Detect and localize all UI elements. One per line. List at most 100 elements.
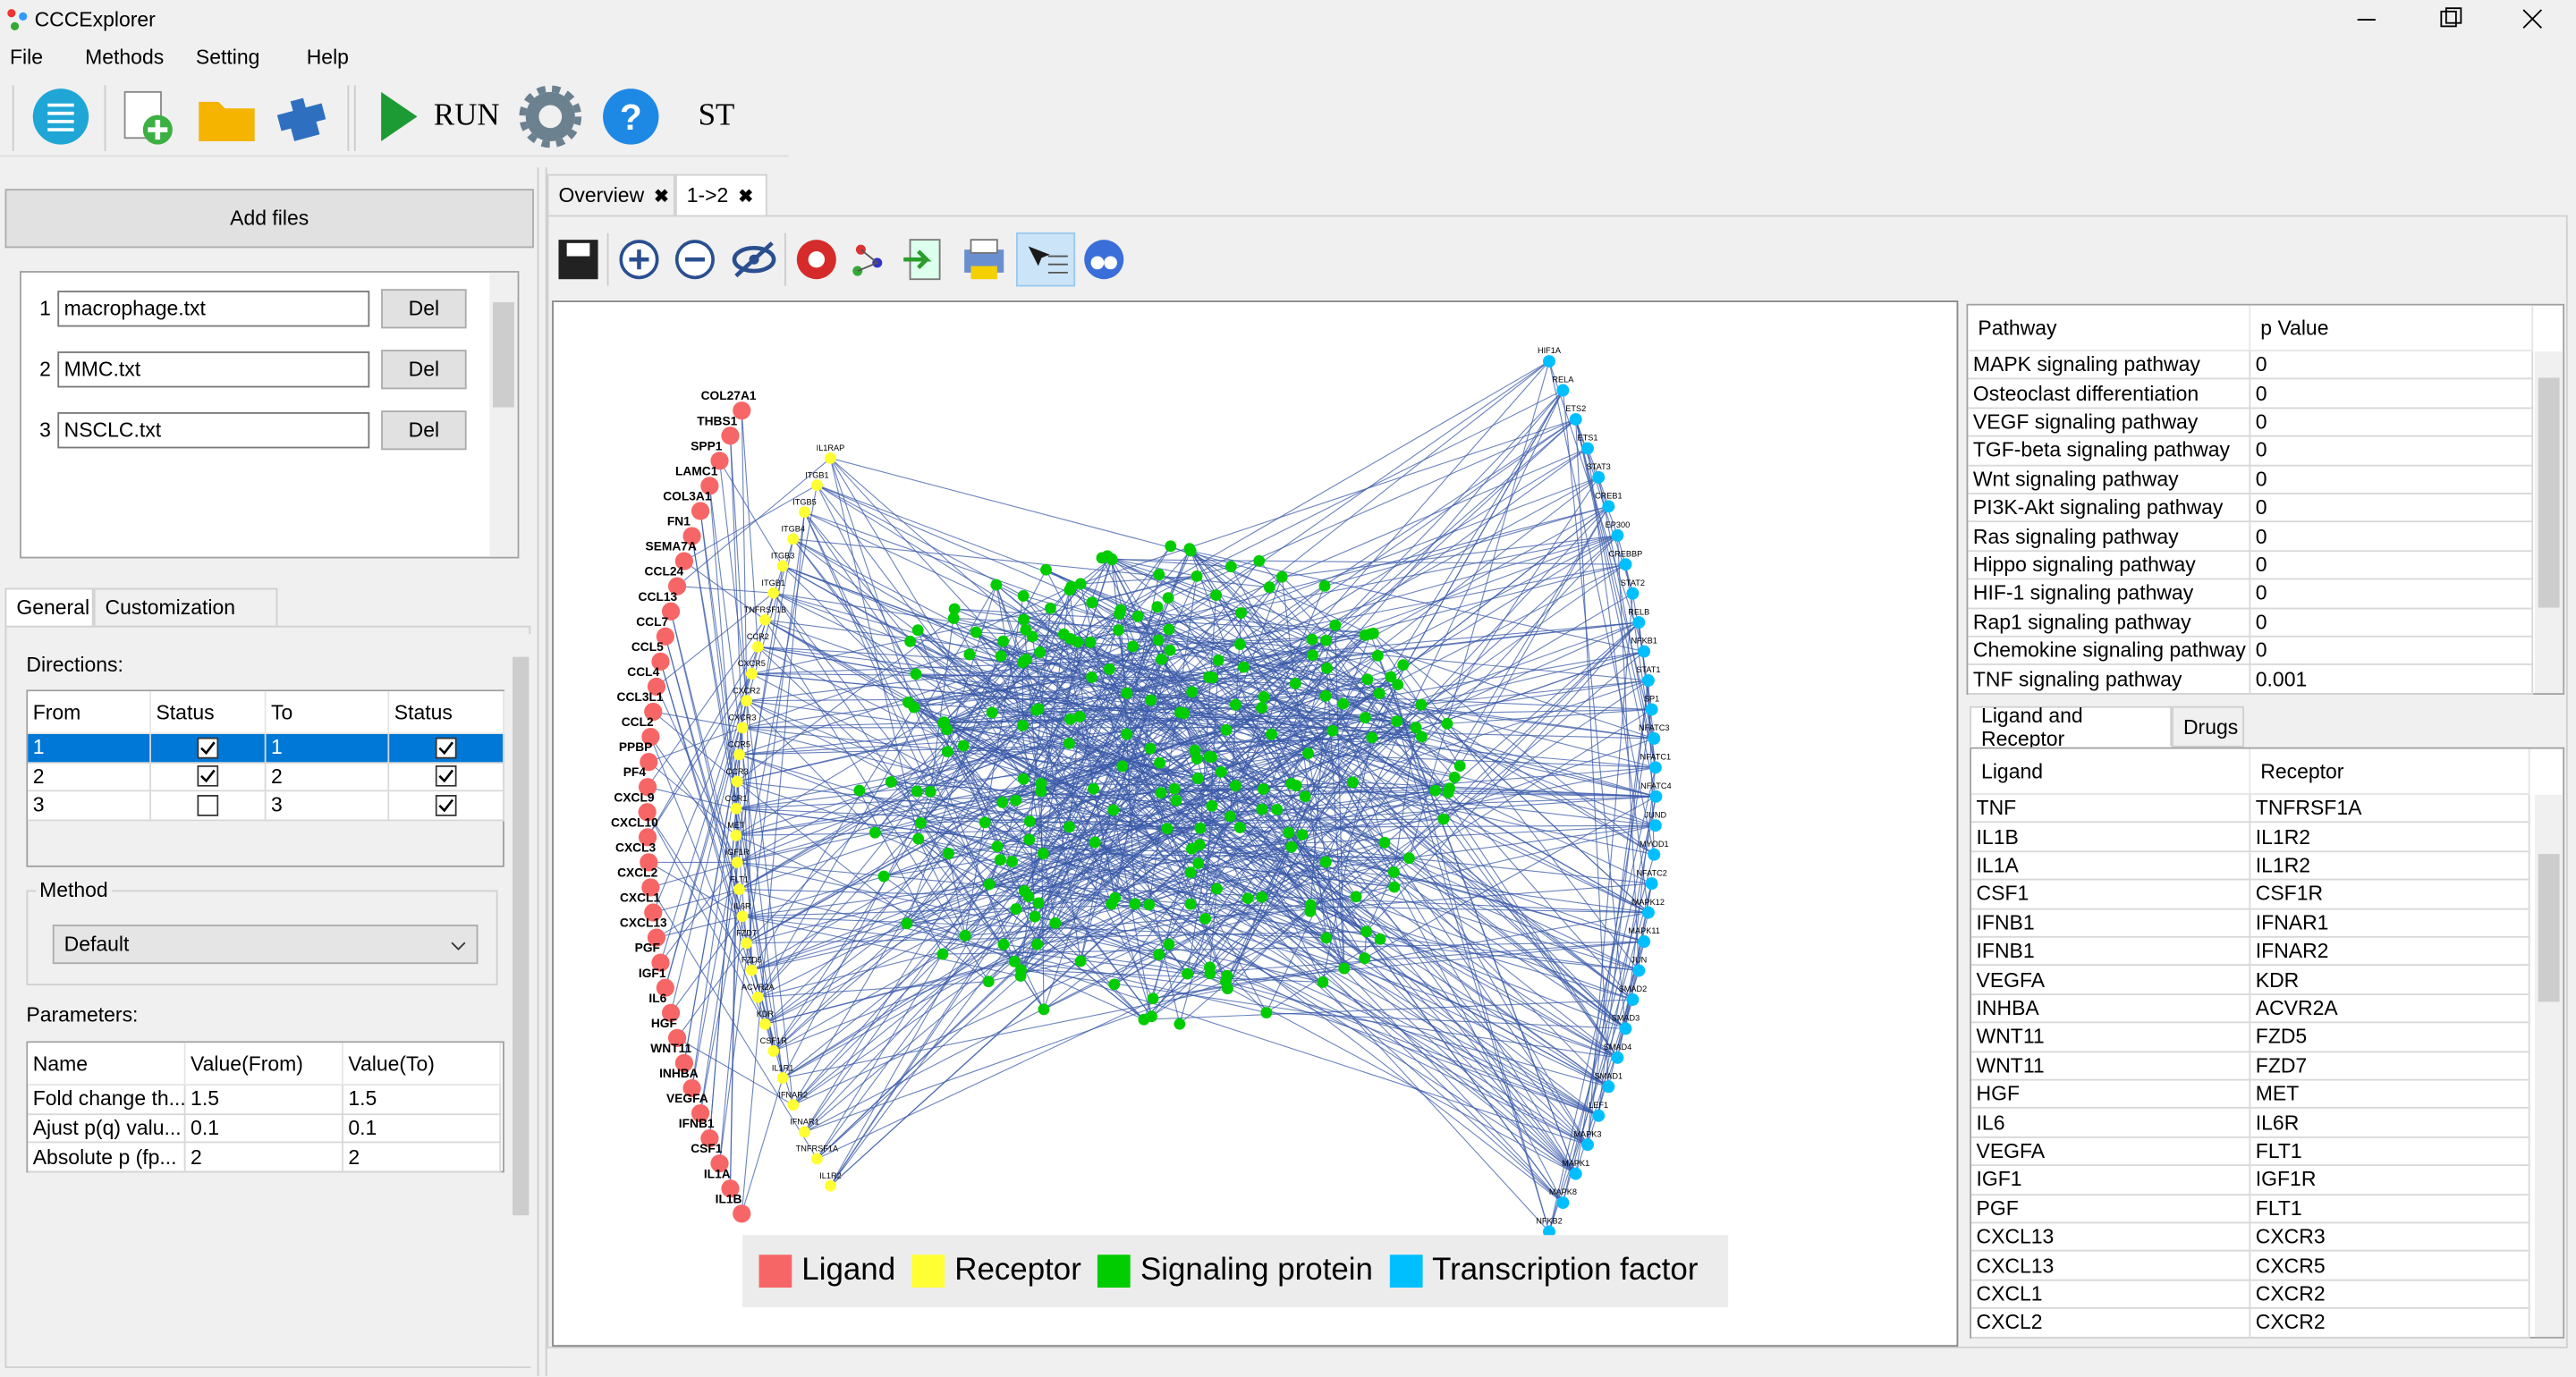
menu-item[interactable]: File bbox=[10, 46, 44, 70]
cell-text[interactable]: PGF bbox=[1971, 1195, 2251, 1224]
menu-item[interactable]: Setting bbox=[195, 46, 260, 70]
cell-text[interactable]: 0 bbox=[2250, 579, 2534, 609]
cell-text[interactable]: IL1B bbox=[1971, 823, 2251, 852]
cell-text[interactable]: Wnt signaling pathway bbox=[1968, 465, 2251, 494]
cell-text[interactable]: WNT11 bbox=[1971, 1023, 2251, 1052]
tab[interactable]: Customization bbox=[93, 587, 278, 628]
cell-text[interactable]: 0 bbox=[2250, 608, 2534, 638]
cell-text[interactable]: MAPK signaling pathway bbox=[1968, 351, 2251, 380]
tab-close[interactable]: ✖ bbox=[738, 186, 754, 207]
cell-text[interactable]: Hippo signaling pathway bbox=[1968, 551, 2251, 580]
delete-button[interactable]: Del bbox=[381, 410, 467, 451]
checkbox[interactable] bbox=[197, 737, 219, 759]
cell-text[interactable]: FLT1 bbox=[2250, 1195, 2530, 1224]
cell-text[interactable]: TNF bbox=[1971, 794, 2251, 824]
cell-text[interactable]: 0.001 bbox=[2250, 665, 2534, 695]
cell-text[interactable]: 1 bbox=[266, 734, 390, 764]
cell-text[interactable]: FLT1 bbox=[2250, 1137, 2530, 1167]
cell-text[interactable]: 2 bbox=[28, 763, 151, 792]
scroll-thumb[interactable] bbox=[2538, 377, 2560, 608]
file-name-input[interactable]: NSCLC.txt bbox=[57, 412, 370, 449]
file-name-input[interactable]: macrophage.txt bbox=[57, 291, 370, 327]
cell-text[interactable]: TGF-beta signaling pathway bbox=[1968, 436, 2251, 466]
icon-open[interactable] bbox=[199, 101, 255, 141]
scrollbar[interactable] bbox=[2535, 794, 2563, 1338]
cell-text[interactable]: 2 bbox=[266, 763, 390, 792]
network-canvas[interactable]: COL27A1 THBS1 SPP1 LAMC1 COL3A1 FN1 SEMA7A CCL2… bbox=[552, 300, 1959, 1347]
cell-text[interactable]: HGF bbox=[1971, 1080, 2251, 1110]
run-label[interactable]: RUN bbox=[433, 98, 500, 133]
cell-text[interactable]: CSF1 bbox=[1971, 880, 2251, 909]
icon-print[interactable] bbox=[964, 239, 1004, 280]
cell-text[interactable]: 2 bbox=[185, 1144, 343, 1173]
cell-text[interactable]: 1 bbox=[28, 734, 151, 764]
cell-text[interactable]: FZD7 bbox=[2250, 1052, 2530, 1081]
icon-help[interactable]: ? bbox=[603, 89, 659, 145]
cell-text[interactable]: Ras signaling pathway bbox=[1968, 522, 2251, 552]
scroll-thumb[interactable] bbox=[493, 301, 514, 408]
method-select[interactable]: Default bbox=[52, 925, 479, 965]
icon-snapshot[interactable] bbox=[796, 240, 836, 280]
cell-text[interactable]: IGF1 bbox=[1971, 1166, 2251, 1195]
icon-zoom-out[interactable] bbox=[674, 240, 715, 280]
cell-text[interactable]: CXCL13 bbox=[1971, 1223, 2251, 1253]
icon-list[interactable] bbox=[32, 89, 89, 145]
cell-text[interactable]: 2 bbox=[343, 1144, 502, 1173]
cell-text[interactable]: 1.5 bbox=[343, 1086, 502, 1115]
tab[interactable]: Ligand and Receptor bbox=[1970, 704, 2173, 749]
icon-new[interactable] bbox=[123, 90, 173, 145]
icon-filter[interactable] bbox=[1084, 240, 1124, 280]
cell-text[interactable]: 0.1 bbox=[343, 1114, 502, 1145]
cell-text[interactable]: 1.5 bbox=[185, 1086, 343, 1115]
window-controls[interactable] bbox=[2333, 0, 2576, 39]
cell-text[interactable]: IFNB1 bbox=[1971, 937, 2251, 967]
icon-layout[interactable] bbox=[852, 244, 883, 276]
cell-text[interactable]: VEGFA bbox=[1971, 966, 2251, 995]
cell-text[interactable]: Ajust p(q) valu... bbox=[28, 1114, 186, 1145]
cell-text[interactable]: 0 bbox=[2250, 436, 2534, 466]
cell-text[interactable]: Rap1 signaling pathway bbox=[1968, 608, 2251, 638]
cell-text[interactable]: Absolute p (fp... bbox=[28, 1144, 186, 1173]
cell-text[interactable]: Fold change th... bbox=[28, 1086, 186, 1115]
tab[interactable]: Drugs bbox=[2172, 705, 2244, 748]
cell-text[interactable]: 0 bbox=[2250, 408, 2534, 437]
file-name-input[interactable]: MMC.txt bbox=[57, 351, 370, 388]
cell-text[interactable]: INHBA bbox=[1971, 994, 2251, 1024]
cell-text[interactable]: CSF1R bbox=[2250, 880, 2530, 909]
cell-text[interactable]: 0 bbox=[2250, 551, 2534, 580]
cell-text[interactable]: MET bbox=[2250, 1080, 2530, 1110]
cell-text[interactable]: Osteoclast differentiation bbox=[1968, 379, 2251, 409]
scrollbar[interactable] bbox=[509, 633, 533, 1367]
cell-text[interactable]: 0 bbox=[2250, 379, 2534, 409]
cell-text[interactable]: CXCL1 bbox=[1971, 1280, 2251, 1310]
add-files-button[interactable]: Add files bbox=[4, 189, 534, 249]
cell-text[interactable]: IL1R2 bbox=[2250, 851, 2530, 881]
cell-text[interactable]: CXCR2 bbox=[2250, 1309, 2530, 1339]
cell-text[interactable]: PI3K-Akt signaling pathway bbox=[1968, 494, 2251, 523]
cell-text[interactable]: IL1R2 bbox=[2250, 823, 2530, 852]
tab[interactable]: 1->2 ✖ bbox=[674, 173, 767, 217]
delete-button[interactable]: Del bbox=[381, 289, 467, 329]
cell-text[interactable]: IL6 bbox=[1971, 1109, 2251, 1138]
st-button[interactable]: ST bbox=[698, 98, 735, 133]
checkbox[interactable] bbox=[435, 737, 457, 759]
tab-close[interactable]: ✖ bbox=[654, 186, 670, 207]
cell-text[interactable]: Chemokine signaling pathway bbox=[1968, 637, 2251, 666]
cell-text[interactable]: CXCL13 bbox=[1971, 1252, 2251, 1281]
cell-text[interactable]: VEGF signaling pathway bbox=[1968, 408, 2251, 437]
cell-text[interactable]: CXCR5 bbox=[2250, 1252, 2530, 1281]
icon-zoom-in[interactable] bbox=[619, 240, 659, 280]
checkbox[interactable] bbox=[197, 794, 219, 816]
cell-text[interactable]: 0 bbox=[2250, 637, 2534, 666]
cell-text[interactable]: HIF-1 signaling pathway bbox=[1968, 579, 2251, 609]
checkbox[interactable] bbox=[197, 765, 219, 788]
cell-text[interactable]: CXCR3 bbox=[2250, 1223, 2530, 1253]
tab[interactable]: General bbox=[4, 587, 94, 628]
icon-export[interactable] bbox=[903, 239, 941, 281]
cell-text[interactable]: CXCL2 bbox=[1971, 1309, 2251, 1339]
checkbox[interactable] bbox=[435, 765, 457, 788]
cell-text[interactable]: 3 bbox=[28, 791, 151, 821]
icon-plugin[interactable] bbox=[275, 94, 329, 144]
cell-text[interactable]: ACVR2A bbox=[2250, 994, 2530, 1024]
cell-text[interactable]: CXCR2 bbox=[2250, 1280, 2530, 1310]
